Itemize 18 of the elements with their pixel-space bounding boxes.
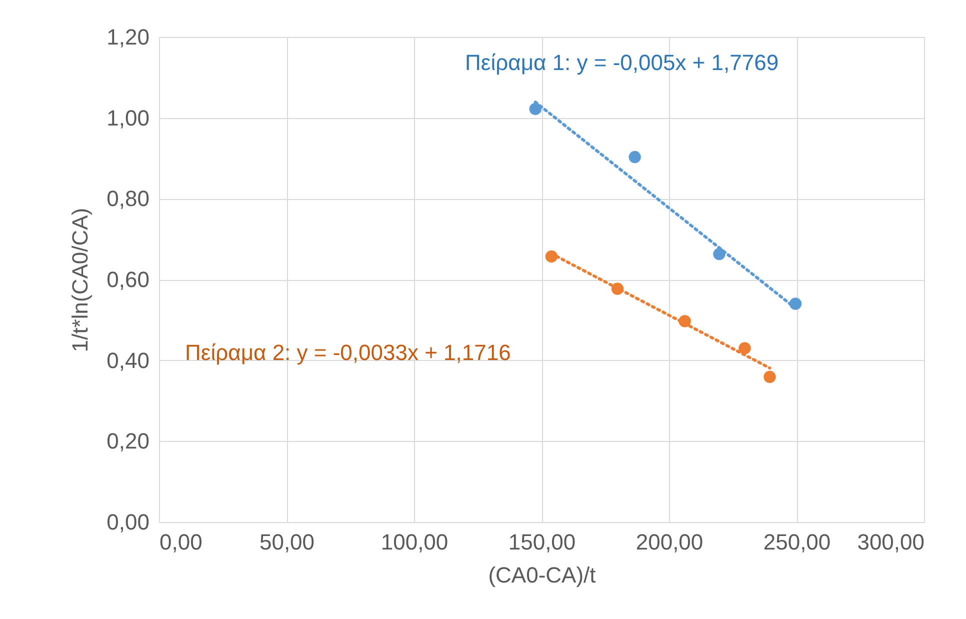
x-tick-label: 0,00 xyxy=(160,530,202,554)
y-axis-title: 1/t*ln(CA0/CA) xyxy=(68,208,93,352)
y-tick-label: 0,80 xyxy=(106,186,150,212)
x-tick-label: 250,00 xyxy=(763,530,831,554)
x-tick-label: 100,00 xyxy=(380,530,448,554)
x-tick-label: 150,00 xyxy=(508,530,576,554)
y-tick-label: 0,00 xyxy=(106,510,150,534)
y-tick-label: 0,40 xyxy=(106,348,150,373)
annotation: Πείραμα 1: y = -0,005x + 1,7769 xyxy=(465,50,779,75)
x-tick-label: 50,00 xyxy=(259,530,315,554)
x-axis-title: (CA0-CA)/t xyxy=(488,562,596,588)
y-tick-label: 1,20 xyxy=(106,24,150,50)
x-tick-label: 300,00 xyxy=(857,530,924,554)
y-tick-label: 1,00 xyxy=(106,105,150,130)
y-tick-label: 0,60 xyxy=(106,267,150,292)
x-tick-label: 200,00 xyxy=(636,530,704,554)
annotation: Πείραμα 2: y = -0,0033x + 1,1716 xyxy=(185,340,511,365)
y-tick-label: 0,20 xyxy=(106,428,150,454)
